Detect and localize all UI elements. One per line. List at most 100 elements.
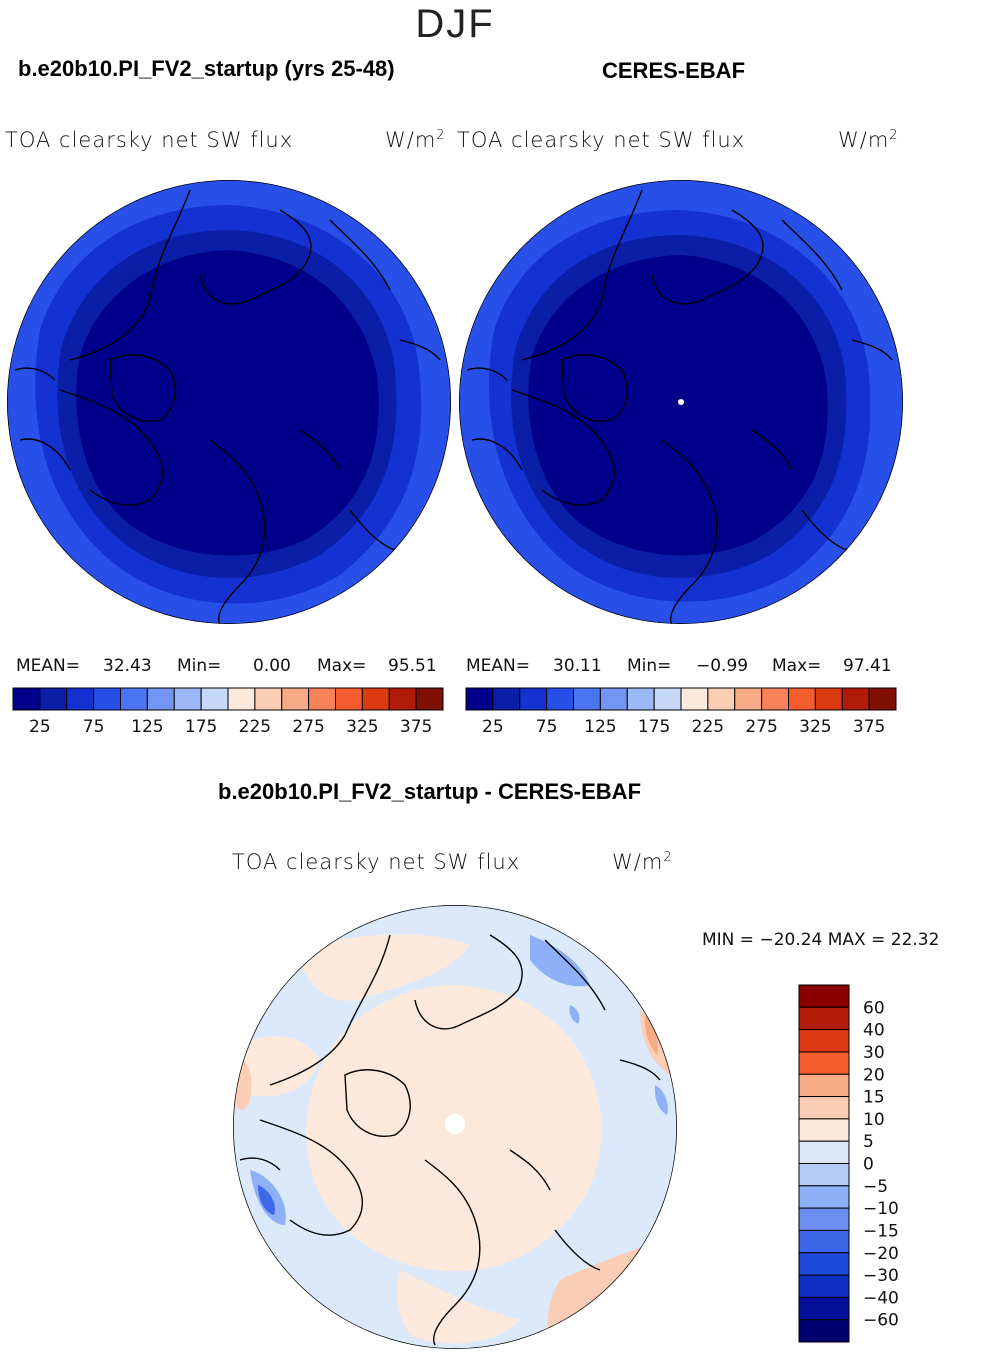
diff-units: W/m2 — [612, 850, 673, 874]
diff-colorbar-box — [798, 984, 850, 1008]
diff-colorbar-tick-label: −60 — [863, 1311, 899, 1331]
diff-colorbar-tick-label: 40 — [863, 1021, 885, 1041]
model-colorbar-box — [39, 687, 68, 711]
diff-neg-northeast — [530, 935, 590, 987]
obs-colorbar-tick-label: 375 — [853, 717, 885, 737]
model-colorbar-box — [200, 687, 229, 711]
model-colorbar-box — [146, 687, 175, 711]
model-colorbar-box — [335, 687, 363, 711]
diff-colorbar-box — [798, 1252, 850, 1276]
diff-colorbar-tick-label: −5 — [863, 1177, 888, 1197]
obs-colorbar-tick-label: 325 — [799, 717, 831, 737]
obs-colorbar-tick-label: 25 — [482, 717, 504, 737]
diff-colorbar-box — [798, 1163, 850, 1187]
diff-colorbar-box — [798, 1296, 850, 1321]
diff-colorbar-box — [798, 1073, 850, 1098]
model-mean-label: MEAN= — [16, 656, 80, 676]
model-colorbar-box — [173, 687, 202, 711]
model-colorbar-box — [254, 687, 283, 711]
diff-colorbar-box — [798, 1140, 850, 1164]
diff-colorbar-tick-label: −20 — [863, 1244, 899, 1264]
model-colorbar-box — [93, 687, 121, 711]
model-min-value: 0.00 — [253, 656, 291, 676]
model-colorbar-tick-label: 75 — [83, 717, 105, 737]
diff-minmax: MIN = −20.24 MAX = 22.32 — [702, 930, 940, 950]
diff-colorbar-tick-label: −10 — [863, 1199, 899, 1219]
obs-colorbar-box — [626, 687, 655, 711]
diff-colorbar-tick-label: −40 — [863, 1288, 899, 1308]
obs-max-label: Max= — [772, 656, 822, 676]
diff-neg2-west — [258, 1185, 276, 1215]
diff-colorbar-tick-label: 10 — [863, 1110, 885, 1130]
obs-colorbar-box — [653, 687, 682, 711]
model-max-label: Max= — [317, 656, 367, 676]
diff-units-base: W/m — [612, 850, 664, 874]
obs-colorbar-box — [492, 687, 521, 711]
diff-warm-north — [300, 934, 470, 1001]
model-units-base: W/m — [385, 128, 437, 152]
model-colorbar-tick-label: 325 — [346, 717, 378, 737]
diff-colorbar-box — [798, 1029, 850, 1053]
obs-colorbar-tick-label: 175 — [638, 717, 670, 737]
model-units-exp: 2 — [436, 128, 446, 143]
diff-colorbar-box — [798, 1207, 850, 1231]
diff-colorbar-tick-label: 30 — [863, 1043, 885, 1063]
obs-variable-label: TOA clearsky net SW flux — [457, 128, 746, 152]
diff-colorbar-tick-label: 60 — [863, 998, 885, 1018]
model-colorbar-tick-label: 25 — [29, 717, 51, 737]
model-colorbar-tick-label: 125 — [131, 717, 163, 737]
model-colorbar-box — [120, 687, 148, 711]
model-colorbar-tick-label: 275 — [292, 717, 324, 737]
obs-panel-title: CERES-EBAF — [602, 58, 746, 83]
obs-colorbar: 25 75 125 175 225 275 325 375 — [465, 687, 897, 737]
model-variable-label: TOA clearsky net SW flux — [5, 128, 294, 152]
model-colorbar-tick-label: 225 — [239, 717, 271, 737]
obs-units: W/m2 — [838, 128, 899, 152]
diff-colorbar-tick-label: −15 — [863, 1221, 899, 1241]
diff-colorbar-box — [798, 1274, 850, 1298]
diff-colorbar-box — [798, 1185, 850, 1209]
diff-colorbar-tick-label: 20 — [863, 1065, 885, 1085]
obs-pole-point — [678, 399, 684, 405]
model-center-region — [76, 250, 379, 556]
diff-coastlines — [239, 934, 661, 1346]
obs-colorbar-tick-label: 225 — [692, 717, 724, 737]
diff-colorbar-tick-label: 5 — [863, 1132, 874, 1152]
model-panel-title: b.e20b10.PI_FV2_startup (yrs 25-48) — [18, 56, 395, 81]
obs-min-label: Min= — [627, 656, 672, 676]
obs-colorbar-box — [707, 687, 736, 711]
model-colorbar-box — [227, 687, 256, 711]
diff-polar-map — [233, 905, 677, 1349]
model-colorbar-box — [281, 687, 310, 711]
diff-colorbar-tick-label: −30 — [863, 1266, 899, 1286]
diff-pole-point — [445, 1114, 465, 1134]
model-colorbar-box — [66, 687, 95, 711]
obs-center-region — [528, 255, 828, 556]
diff-colorbar-box — [798, 1229, 850, 1254]
obs-colorbar-box — [465, 687, 494, 711]
model-colorbar-tick-label: 375 — [400, 717, 432, 737]
model-colorbar-box — [415, 687, 444, 711]
obs-colorbar-box — [519, 687, 548, 711]
diff-units-exp: 2 — [663, 850, 673, 865]
model-colorbar-box — [12, 687, 41, 711]
model-mean-value: 32.43 — [103, 656, 152, 676]
obs-colorbar-box — [868, 687, 897, 711]
obs-colorbar-tick-label: 275 — [745, 717, 777, 737]
diff-colorbar-tick-label: 15 — [863, 1088, 885, 1108]
obs-colorbar-tick-label: 125 — [584, 717, 616, 737]
obs-min-value: −0.99 — [696, 656, 749, 676]
obs-colorbar-box — [788, 687, 816, 711]
obs-mean-value: 30.11 — [553, 656, 602, 676]
diff-warm-south — [397, 1270, 520, 1344]
obs-max-value: 97.41 — [843, 656, 892, 676]
diff-variable-label: TOA clearsky net SW flux — [232, 850, 521, 874]
obs-colorbar-box — [761, 687, 789, 711]
model-coastlines — [14, 189, 441, 624]
obs-units-exp: 2 — [889, 128, 899, 143]
model-colorbar-box — [361, 687, 390, 711]
diff-colorbar-box — [798, 1118, 850, 1142]
